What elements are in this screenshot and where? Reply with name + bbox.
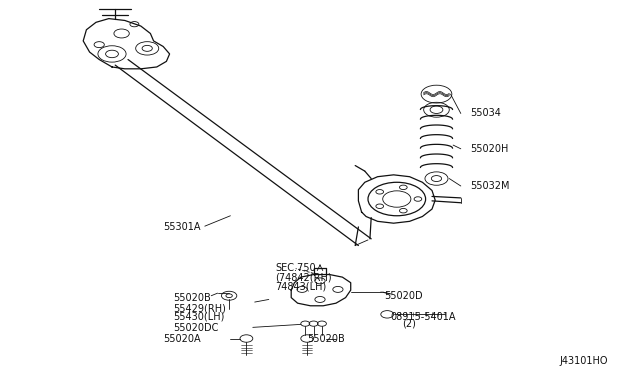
- Text: 55034: 55034: [470, 109, 501, 118]
- Text: (2): (2): [402, 319, 416, 328]
- Text: 74843(LH): 74843(LH): [275, 282, 326, 291]
- Text: J43101HO: J43101HO: [559, 356, 608, 366]
- Text: 55430(LH): 55430(LH): [173, 311, 224, 321]
- Text: 08915-5401A: 08915-5401A: [390, 312, 456, 322]
- Text: 55429(RH): 55429(RH): [173, 303, 226, 313]
- Text: 55032M: 55032M: [470, 181, 510, 191]
- Text: (74842(RH): (74842(RH): [275, 272, 332, 282]
- Text: SEC.750: SEC.750: [275, 263, 316, 273]
- Text: 55020DC: 55020DC: [173, 323, 218, 333]
- Text: 55020A: 55020A: [163, 334, 201, 344]
- Text: 55301A: 55301A: [163, 222, 201, 232]
- Text: 55020B: 55020B: [307, 334, 345, 344]
- Text: 55020H: 55020H: [470, 144, 509, 154]
- Text: 55020D: 55020D: [384, 291, 422, 301]
- Text: 55020B: 55020B: [173, 293, 211, 302]
